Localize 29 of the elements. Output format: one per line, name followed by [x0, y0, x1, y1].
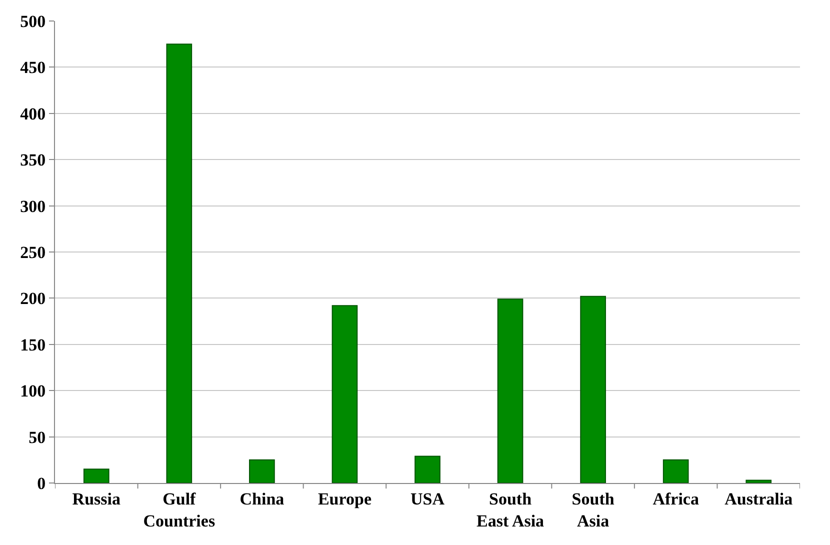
x-tick-label: Gulf Countries: [143, 489, 216, 530]
bar: [249, 459, 275, 483]
y-tick-label: 50: [28, 428, 46, 447]
y-tick-label: 200: [20, 289, 46, 308]
x-tick-label: South East Asia: [476, 489, 545, 530]
x-tick-label: USA: [410, 489, 446, 508]
bar: [497, 298, 524, 483]
y-tick-label: 350: [20, 150, 46, 170]
bar: [83, 468, 110, 483]
y-tick-label: 0: [37, 474, 46, 493]
x-tick-label: Australia: [724, 489, 794, 508]
y-tick-label: 150: [20, 335, 46, 354]
x-tick-label: Africa: [652, 489, 700, 508]
bar: [580, 296, 606, 483]
x-tick-label: Europe: [318, 489, 372, 508]
bar: [746, 480, 772, 483]
y-tick-label: 100: [20, 382, 46, 401]
bar: [332, 305, 358, 483]
bar: [662, 459, 689, 483]
x-tick-label: Russia: [72, 489, 121, 508]
bar: [414, 456, 440, 483]
y-tick-label: 300: [20, 196, 46, 216]
y-tick-label: 400: [20, 104, 46, 124]
y-tick-label: 500: [20, 12, 46, 31]
bar: [166, 44, 192, 483]
x-tick-label: South Asia: [572, 489, 615, 530]
y-tick-label: 450: [20, 58, 46, 78]
y-tick-label: 250: [20, 242, 46, 262]
x-tick-label: China: [240, 489, 285, 508]
